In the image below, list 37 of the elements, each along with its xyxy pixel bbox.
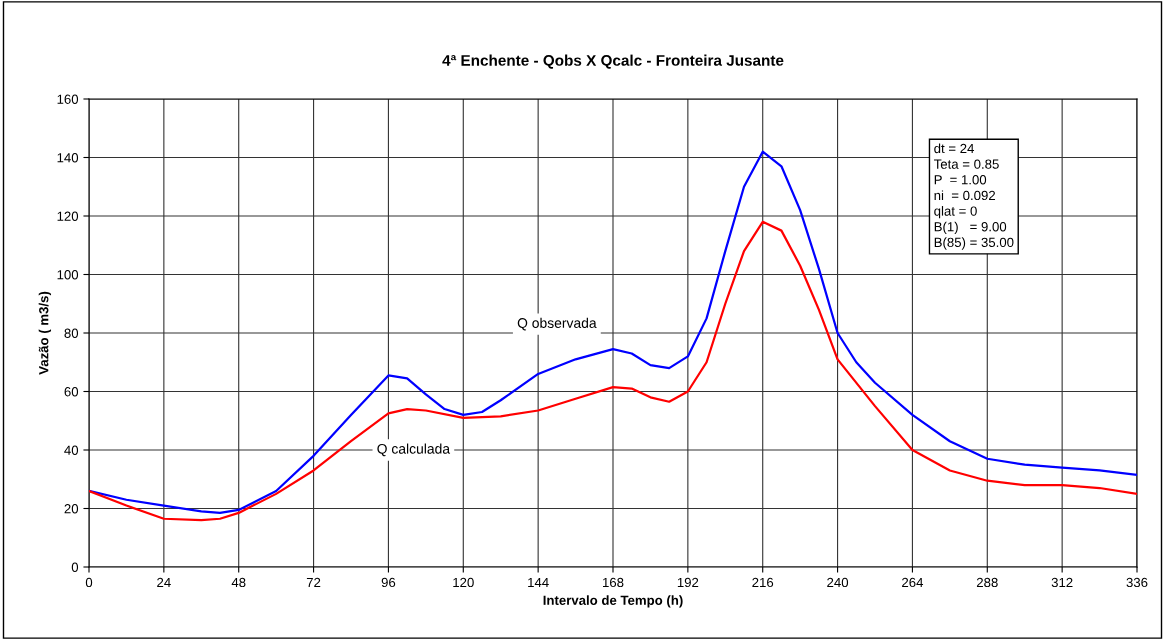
annotation: B(1) = 9.00 [934,221,1007,234]
x-tick-label: 312 [1051,577,1073,588]
x-tick-label: 288 [976,577,998,588]
annotation: dt = 24 [934,143,975,154]
x-tick-label: 72 [306,577,321,587]
x-axis-title: Intervalo de Tempo (h) [543,595,683,608]
y-tick-label: 160 [57,94,79,104]
x-tick-label: 144 [528,577,549,587]
y-tick-label: 40 [64,445,79,455]
chart-title: 4ª Enchente - Qobs X Qcalc - Fronteira Jusante [442,54,784,69]
x-tick-label: 168 [603,577,624,588]
annotation: B(85) = 35.00 [934,237,1014,250]
annotation: Teta = 0.85 [933,159,999,169]
annotation: ni = 0.092 [934,190,996,201]
x-tick-label: 240 [827,577,849,588]
x-tick-label: 336 [1126,577,1148,588]
y-tick-label: 60 [64,387,79,397]
y-tick-label: 140 [57,153,79,163]
x-tick-label: 216 [752,577,774,588]
x-tick-label: 0 [85,577,93,588]
x-tick-label: 48 [231,577,246,588]
x-tick-label: 96 [381,577,396,588]
annotation: P = 1.00 [934,175,987,185]
line-series [89,220,1137,522]
y-tick-label: 80 [64,328,79,338]
x-tick-label: 120 [453,577,474,588]
series-label: Q observada [517,317,597,331]
series-label: Q calculada [377,443,451,457]
y-tick-label: 100 [57,270,79,280]
x-tick-label: 192 [677,577,699,588]
x-tick-label: 264 [902,577,924,588]
annotation: qlat = 0 [934,206,977,219]
x-tick-label: 24 [157,577,171,587]
y-tick-label: 0 [71,562,79,572]
y-tick-label: 20 [64,504,79,514]
y-axis-title: Vazão ( m3/s) [38,291,52,375]
y-tick-label: 120 [57,211,79,221]
